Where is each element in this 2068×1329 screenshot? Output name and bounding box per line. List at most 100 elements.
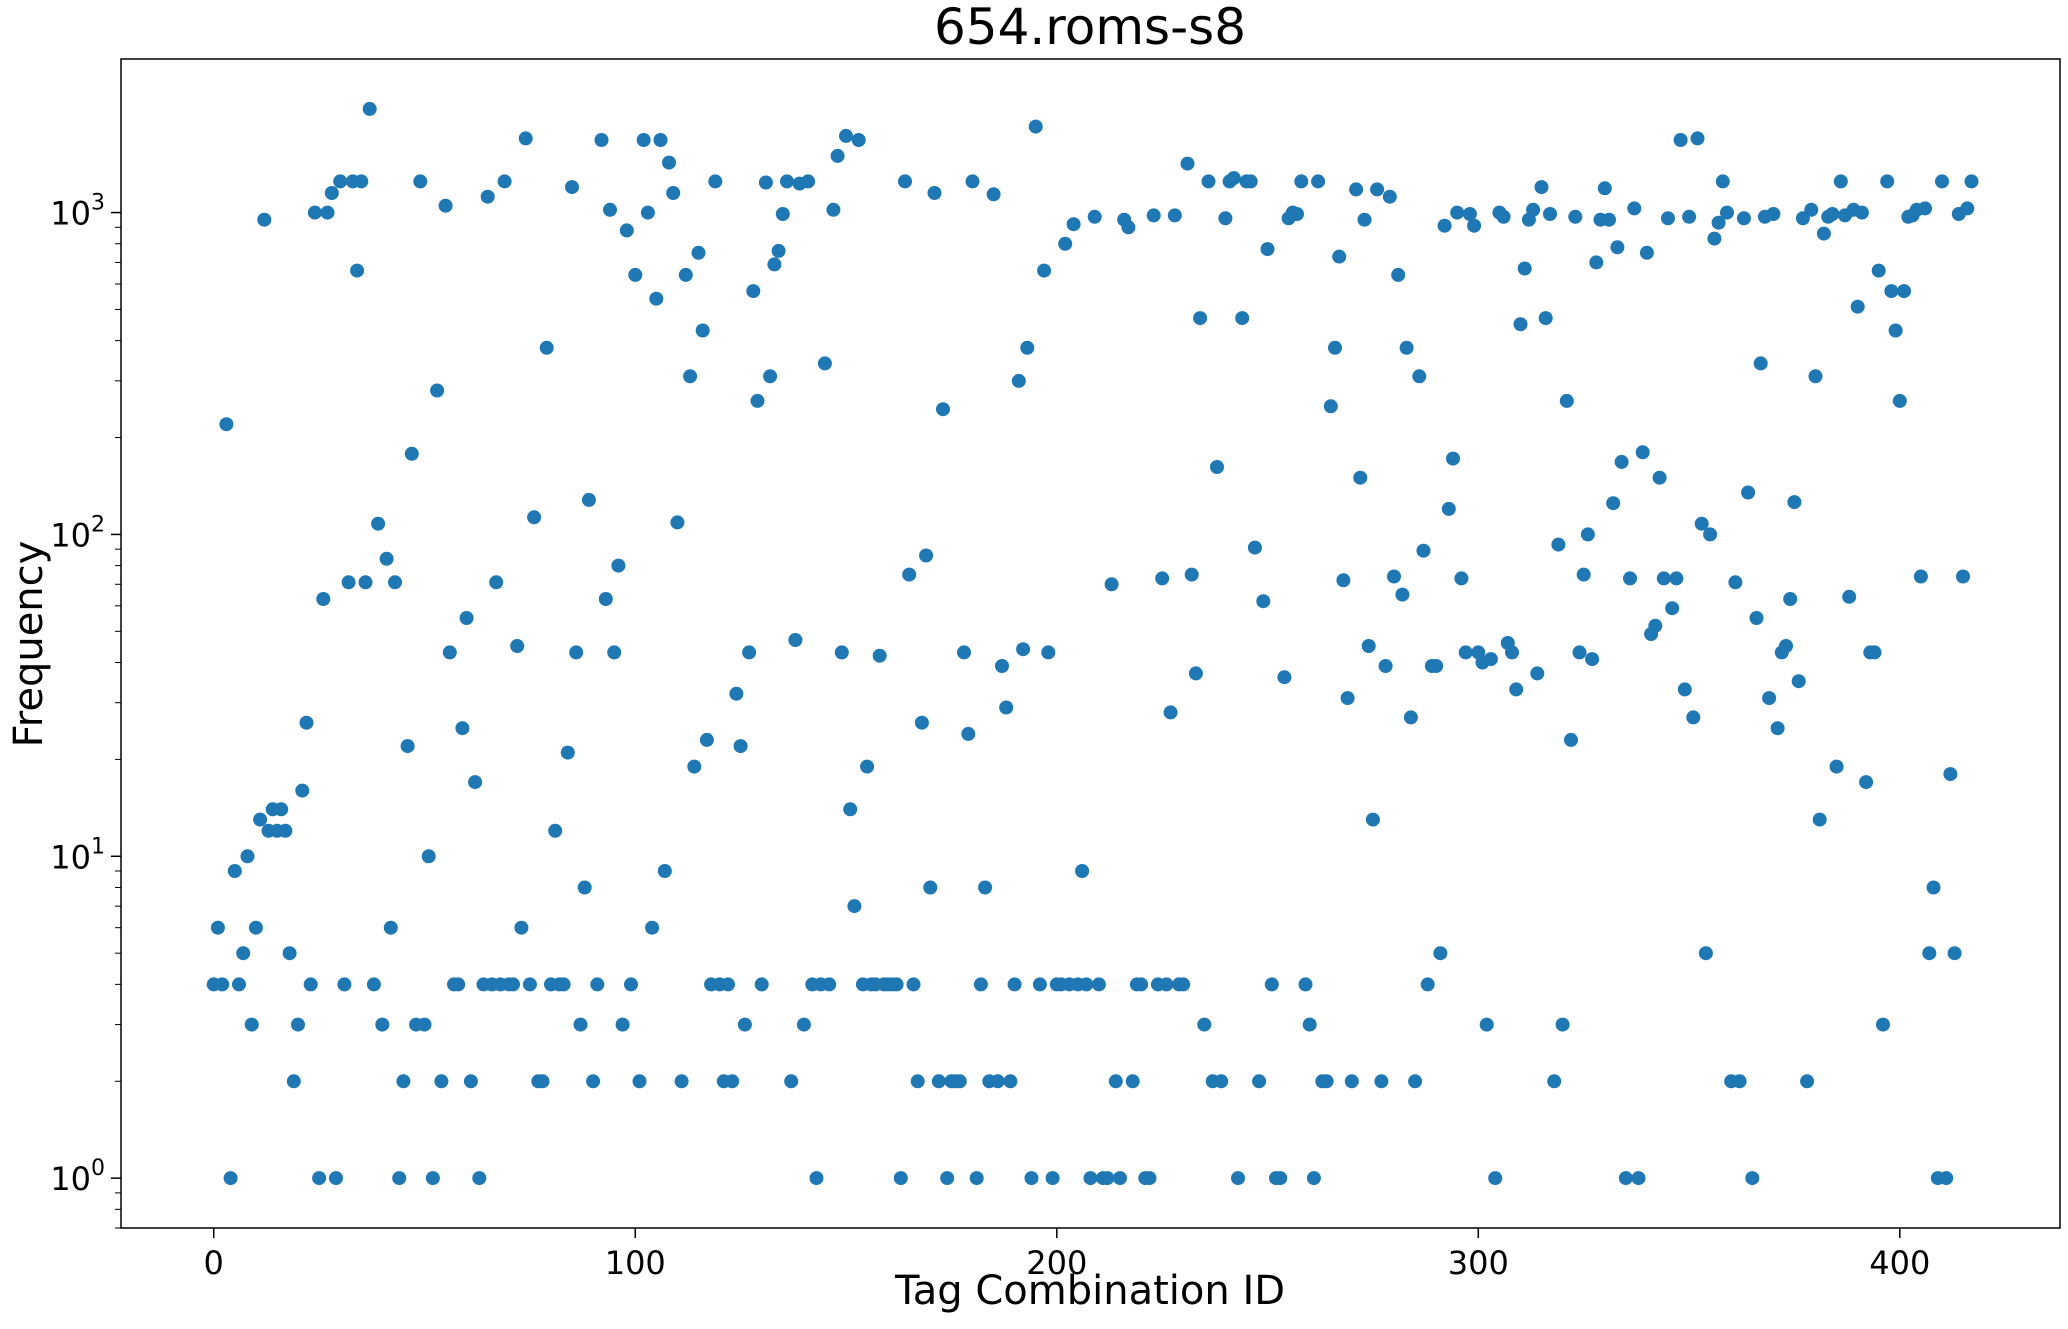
data-point [451,977,466,992]
data-points [206,101,1979,1186]
data-point [767,257,782,272]
data-point [1652,470,1667,485]
data-point [1041,645,1056,660]
data-point [1690,131,1705,146]
data-point [1311,174,1326,189]
data-point [379,551,394,566]
data-point [1416,543,1431,558]
data-point [674,1074,689,1089]
data-point [1833,174,1848,189]
y-axis-label: Frequency [6,541,52,748]
data-point [388,575,402,590]
data-point [1707,231,1722,246]
data-point [940,1171,955,1186]
data-point [299,715,314,730]
data-point [573,1017,588,1032]
data-point [619,223,634,238]
data-point [1736,211,1751,226]
data-point [1462,207,1477,221]
data-point [586,1074,601,1089]
data-point [1159,977,1174,992]
data-point [1787,495,1802,510]
data-point [1231,1171,1245,1186]
data-point [834,645,849,660]
data-point [1854,205,1869,220]
data-point [898,174,912,189]
data-point [1568,209,1583,224]
data-point [636,133,651,147]
data-point [758,175,773,190]
data-point [737,1017,752,1032]
data-point [936,402,950,417]
data-point [257,212,272,227]
data-point [1795,211,1810,226]
data-point [210,920,225,935]
data-point [1947,946,1962,961]
data-point [1715,174,1730,189]
data-point [1332,249,1347,264]
data-point [843,802,858,817]
data-point [316,592,331,606]
data-point [1370,182,1385,197]
data-point [459,611,474,625]
data-point [1260,242,1275,257]
data-point [333,174,348,189]
data-point [919,548,934,563]
data-point [632,1074,647,1089]
data-point [468,775,483,790]
data-point [666,186,681,200]
data-point [1779,639,1793,653]
data-point [763,369,778,384]
data-point [649,291,664,306]
data-point [1298,977,1313,992]
data-point [1378,659,1393,673]
data-point [796,1017,811,1032]
data-point [548,823,563,838]
data-point [560,745,575,760]
data-point [780,174,794,189]
data-point [1665,601,1680,616]
data-point [506,977,520,992]
data-point [695,323,710,338]
data-point [1146,208,1161,223]
data-point [463,1074,478,1089]
data-point [1534,180,1549,195]
y-tick-label: 100 [50,1156,105,1198]
data-point [1374,1074,1389,1089]
data-point [995,659,1009,673]
data-point [253,812,268,827]
data-point [510,639,525,653]
data-point [1623,571,1637,586]
data-point [219,417,234,432]
data-point [1483,652,1498,667]
data-point [472,1171,487,1186]
data-point [1454,571,1469,586]
data-point [1420,977,1435,992]
data-point [1876,1017,1890,1032]
data-point [725,1074,740,1089]
data-point [1656,571,1671,586]
data-point [611,558,626,573]
data-point [1892,393,1907,408]
data-point [678,267,693,282]
data-point [1403,710,1418,725]
data-point [1488,1171,1503,1186]
data-point [839,128,853,143]
x-tick-label: 400 [1869,1244,1930,1282]
data-point [1509,682,1524,697]
data-point [417,1017,432,1032]
data-point [1631,1171,1646,1186]
data-point [1193,311,1208,326]
data-point [1530,666,1545,681]
data-point [1564,732,1578,747]
data-point [1517,261,1532,276]
data-point [527,510,542,525]
data-point [729,686,744,701]
data-point [1711,215,1726,230]
data-point [1218,211,1233,226]
data-point [1328,340,1342,355]
data-point [788,633,803,647]
data-point [434,1074,449,1089]
data-point [1610,240,1625,255]
